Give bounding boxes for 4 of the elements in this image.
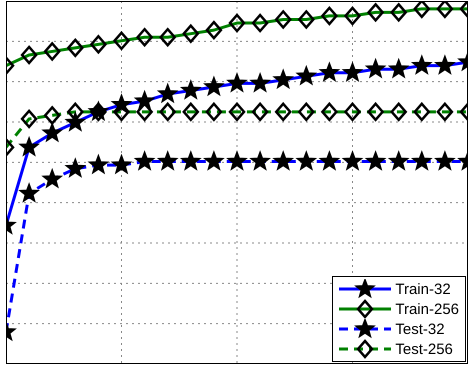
legend-label: Test-256: [395, 340, 453, 358]
legend-label: Train-32: [395, 280, 451, 298]
legend-label: Test-32: [395, 320, 445, 338]
legend-label: Train-256: [395, 300, 459, 318]
